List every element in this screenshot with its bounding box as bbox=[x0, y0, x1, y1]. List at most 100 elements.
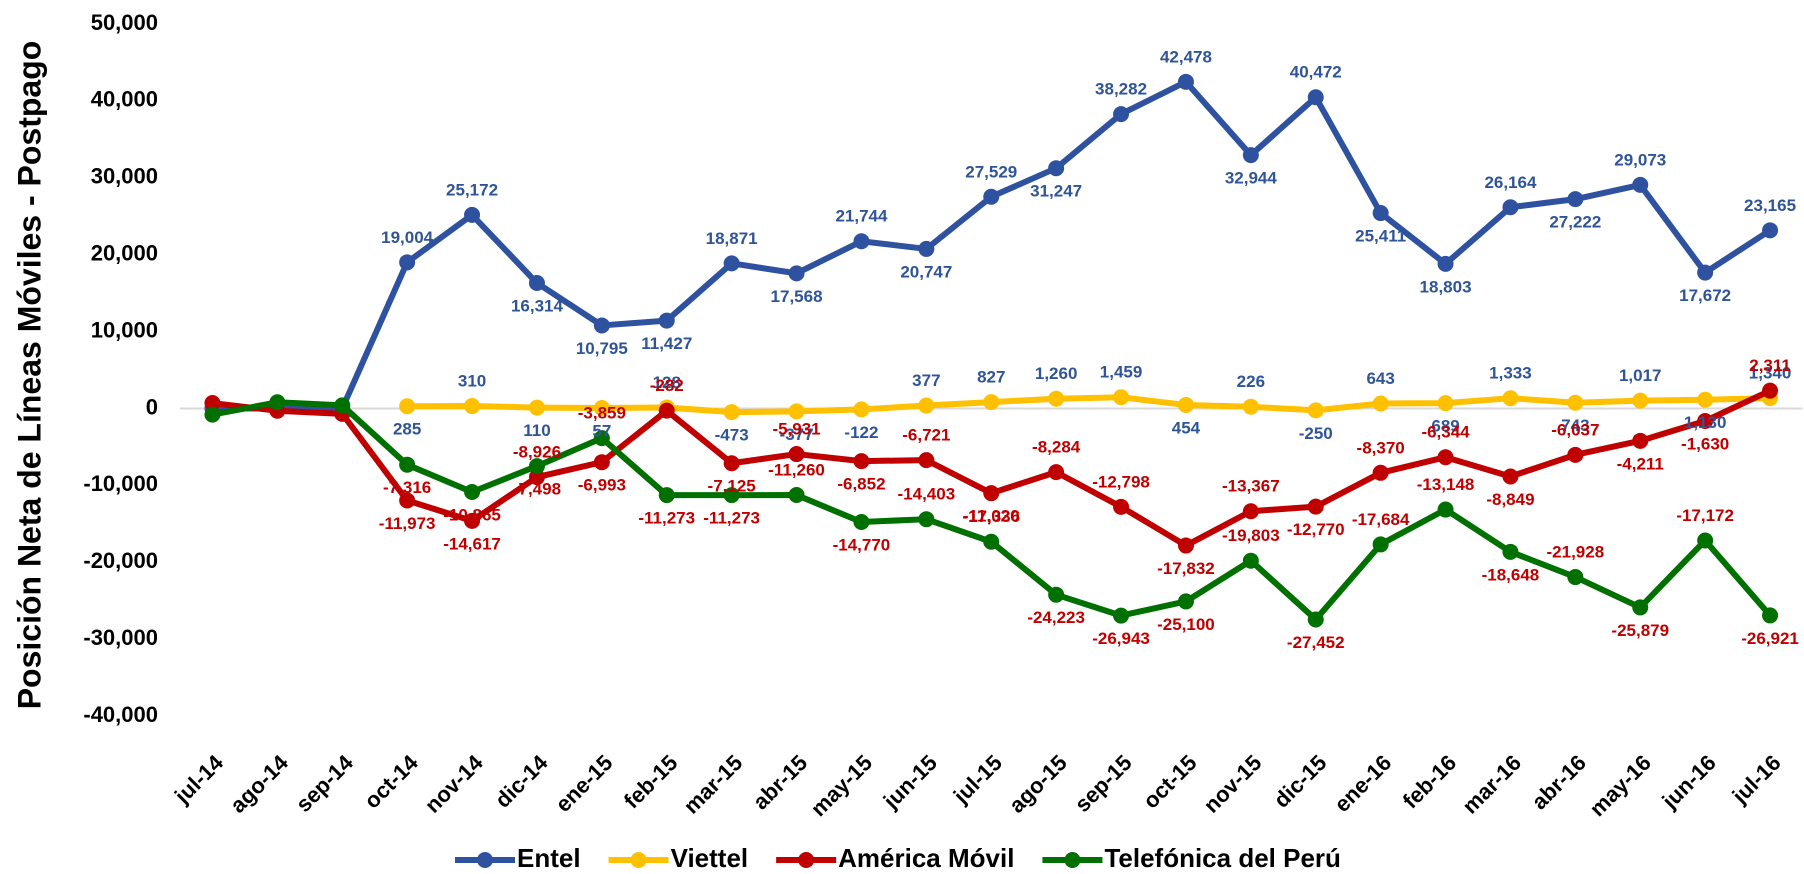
data-point bbox=[658, 402, 675, 419]
data-label: -6,852 bbox=[837, 475, 885, 494]
data-point bbox=[269, 394, 286, 411]
y-tick-label: 10,000 bbox=[91, 317, 158, 342]
data-label: -7,498 bbox=[513, 480, 561, 499]
data-label: -26,943 bbox=[1092, 629, 1150, 648]
data-point bbox=[1113, 389, 1130, 406]
x-tick-label: oct-14 bbox=[359, 749, 423, 813]
data-label: 310 bbox=[458, 372, 486, 391]
data-point bbox=[593, 400, 610, 417]
data-label: -11,273 bbox=[638, 509, 695, 528]
data-point bbox=[399, 398, 416, 415]
data-point bbox=[528, 469, 545, 486]
data-label: -13,367 bbox=[1222, 477, 1280, 496]
data-label: 689 bbox=[1431, 417, 1459, 436]
x-tick-label: ago-15 bbox=[1004, 750, 1072, 818]
data-label: 27,222 bbox=[1549, 213, 1601, 232]
data-point bbox=[1242, 398, 1259, 415]
data-point bbox=[1177, 396, 1194, 413]
data-label: -12,770 bbox=[1287, 520, 1345, 539]
data-label: 1,340 bbox=[1749, 364, 1792, 383]
data-label: 57 bbox=[592, 421, 611, 440]
data-label: -7,125 bbox=[708, 477, 756, 496]
legend-marker bbox=[630, 852, 647, 868]
data-label: 27,529 bbox=[965, 162, 1017, 181]
legend-marker bbox=[477, 852, 493, 868]
data-label: 643 bbox=[1366, 369, 1394, 388]
data-point bbox=[1502, 199, 1519, 216]
data-point bbox=[1177, 537, 1194, 554]
data-point bbox=[1632, 432, 1649, 449]
legend-marker bbox=[798, 852, 815, 868]
legend-marker bbox=[1064, 852, 1081, 868]
data-label: 1,017 bbox=[1619, 366, 1662, 385]
data-label: 128 bbox=[653, 373, 681, 392]
x-tick-label: nov-15 bbox=[1199, 750, 1267, 818]
data-label: -6,344 bbox=[1421, 423, 1470, 442]
y-tick-label: 0 bbox=[146, 394, 158, 419]
x-tick-label: jun-16 bbox=[1657, 750, 1721, 814]
legend-label: América Móvil bbox=[838, 843, 1014, 873]
data-label: -6,993 bbox=[578, 476, 626, 495]
data-point bbox=[1177, 73, 1194, 90]
data-label: -8,370 bbox=[1357, 438, 1405, 457]
data-label: -11,973 bbox=[379, 514, 436, 533]
data-label: 1,459 bbox=[1100, 363, 1143, 382]
x-tick-label: abr-15 bbox=[748, 750, 812, 814]
data-point bbox=[1762, 607, 1779, 624]
x-tick-label: dic-15 bbox=[1269, 750, 1332, 813]
data-label: 19,004 bbox=[381, 228, 434, 247]
data-label: -11,273 bbox=[703, 509, 760, 528]
data-label: 25,172 bbox=[446, 180, 498, 199]
data-label: -14,770 bbox=[833, 535, 891, 554]
data-label: 2,311 bbox=[1749, 356, 1791, 375]
data-point bbox=[788, 403, 805, 420]
data-point bbox=[1762, 222, 1779, 239]
x-tick-label: mar-15 bbox=[679, 750, 748, 819]
data-label: -11,020 bbox=[963, 507, 1020, 526]
data-point bbox=[1697, 391, 1714, 408]
x-tick-label: ene-15 bbox=[551, 750, 618, 817]
data-point bbox=[1567, 569, 1584, 586]
data-point bbox=[528, 458, 545, 475]
data-point bbox=[1048, 464, 1065, 481]
data-label: -25,879 bbox=[1611, 621, 1669, 640]
data-point bbox=[593, 430, 610, 447]
legend-label: Entel bbox=[517, 843, 581, 873]
data-label: 25,411 bbox=[1355, 227, 1406, 246]
data-label: 38,282 bbox=[1095, 80, 1147, 99]
data-label: 285 bbox=[393, 420, 421, 439]
data-label: -24,223 bbox=[1027, 608, 1085, 627]
data-label: 42,478 bbox=[1160, 47, 1212, 66]
y-tick-label: -20,000 bbox=[83, 548, 158, 573]
data-point bbox=[788, 487, 805, 504]
data-label: 454 bbox=[1172, 418, 1201, 437]
data-point bbox=[1113, 498, 1130, 515]
data-label: -1,630 bbox=[1681, 434, 1729, 453]
data-point bbox=[983, 188, 1000, 205]
data-label: -17,172 bbox=[1676, 506, 1734, 525]
data-label: 40,472 bbox=[1290, 63, 1342, 82]
data-point bbox=[1307, 89, 1324, 106]
data-label: 10,795 bbox=[576, 339, 628, 358]
data-point bbox=[593, 454, 610, 471]
data-point bbox=[1567, 191, 1584, 208]
data-label: -10,865 bbox=[443, 505, 501, 524]
data-label: 226 bbox=[1237, 372, 1265, 391]
data-point bbox=[464, 398, 481, 415]
data-point bbox=[853, 453, 870, 470]
data-label: -14,403 bbox=[898, 485, 956, 504]
data-label: -250 bbox=[1299, 424, 1333, 443]
data-point bbox=[1113, 607, 1130, 624]
data-label: -122 bbox=[844, 423, 878, 442]
data-point bbox=[399, 456, 416, 473]
x-tick-label: may-15 bbox=[806, 750, 877, 821]
x-tick-label: jul-14 bbox=[169, 749, 229, 809]
data-label: -11,260 bbox=[768, 461, 825, 480]
data-point bbox=[918, 397, 935, 414]
data-label: -13,148 bbox=[1417, 475, 1475, 494]
data-label: 29,073 bbox=[1614, 150, 1666, 169]
y-tick-label: 20,000 bbox=[91, 240, 158, 265]
data-label: 31,247 bbox=[1030, 182, 1082, 201]
legend: Entel Viettel América Móvil Telefónica del … bbox=[455, 843, 1341, 873]
data-label: 11,427 bbox=[641, 334, 692, 353]
